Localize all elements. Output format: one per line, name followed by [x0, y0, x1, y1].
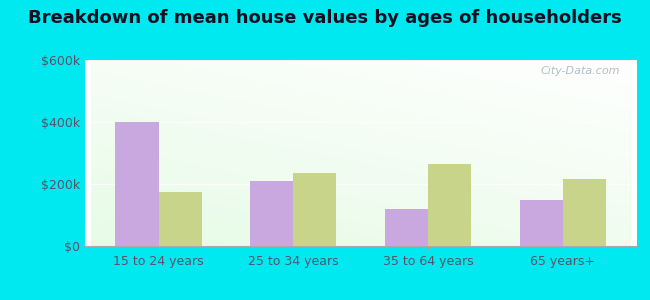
- Text: City-Data.com: City-Data.com: [541, 66, 620, 76]
- Bar: [385, 209, 428, 246]
- Bar: [250, 181, 293, 246]
- Bar: [563, 179, 606, 246]
- Bar: [116, 122, 159, 246]
- Bar: [159, 192, 202, 246]
- Bar: [520, 200, 563, 246]
- Bar: [428, 164, 471, 246]
- Text: Breakdown of mean house values by ages of householders: Breakdown of mean house values by ages o…: [28, 9, 622, 27]
- Bar: [293, 173, 337, 246]
